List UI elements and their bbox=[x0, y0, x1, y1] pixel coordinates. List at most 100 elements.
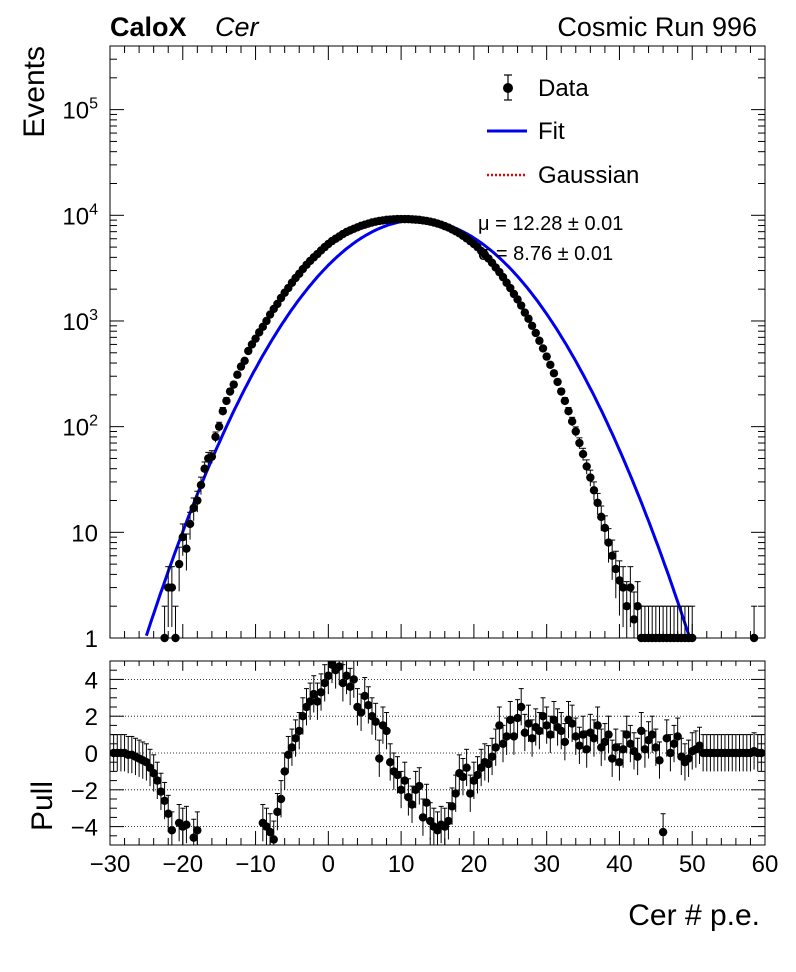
data-point bbox=[622, 581, 631, 638]
channel-label: Cer bbox=[215, 12, 260, 42]
data-marker bbox=[211, 432, 220, 442]
data-point bbox=[262, 316, 271, 326]
pull-marker bbox=[349, 675, 359, 684]
main-x-ticks bbox=[124, 46, 751, 638]
main-y-tick-label: 1 bbox=[85, 626, 98, 653]
pull-point bbox=[385, 743, 395, 781]
pull-y-tick-label: 2 bbox=[85, 704, 98, 731]
pull-marker bbox=[291, 734, 300, 743]
data-point bbox=[160, 605, 169, 643]
pull-marker bbox=[655, 756, 664, 765]
data-marker bbox=[160, 633, 169, 643]
legend: Data Fit Gaussian bbox=[487, 74, 639, 189]
x-tick-label: 0 bbox=[322, 851, 335, 878]
pull-marker bbox=[651, 743, 661, 752]
pull-point bbox=[658, 813, 668, 845]
data-marker bbox=[597, 512, 606, 522]
data-point bbox=[520, 308, 530, 317]
pull-marker bbox=[658, 827, 668, 837]
legend-fit-label: Fit bbox=[538, 118, 565, 145]
pull-point bbox=[360, 677, 369, 715]
pull-marker bbox=[647, 730, 657, 739]
pull-marker bbox=[622, 730, 631, 739]
pull-marker bbox=[407, 800, 417, 809]
data-point bbox=[629, 591, 639, 638]
pull-point bbox=[633, 737, 642, 776]
pull-y-tick-labels: −4 −2 0 2 4 bbox=[71, 667, 98, 841]
pull-marker bbox=[484, 759, 493, 769]
pull-marker bbox=[575, 741, 584, 750]
data-marker bbox=[167, 583, 177, 592]
pull-point bbox=[345, 667, 355, 706]
x-tick-labels: −30 −20 −10 0 10 20 30 40 50 60 bbox=[90, 851, 779, 878]
pull-marker bbox=[335, 662, 344, 671]
data-marker bbox=[171, 633, 180, 643]
pull-marker bbox=[295, 726, 304, 736]
pull-marker bbox=[149, 769, 158, 778]
main-y-tick-label: 105 bbox=[62, 96, 98, 125]
data-point bbox=[222, 396, 231, 406]
pull-point bbox=[375, 739, 384, 777]
data-marker bbox=[542, 352, 551, 361]
data-point bbox=[560, 396, 570, 406]
data-marker bbox=[207, 452, 217, 461]
data-point bbox=[531, 328, 540, 338]
data-point bbox=[567, 416, 577, 427]
data-point bbox=[516, 301, 526, 310]
pull-point bbox=[382, 712, 391, 750]
data-marker bbox=[193, 496, 202, 505]
data-marker bbox=[611, 564, 621, 574]
data-marker bbox=[626, 583, 635, 592]
y-tick-base: 10 bbox=[62, 415, 89, 442]
fit-layer bbox=[144, 218, 691, 637]
pull-point bbox=[291, 719, 300, 757]
pull-marker bbox=[316, 688, 326, 697]
pull-marker bbox=[287, 743, 297, 752]
data-points bbox=[160, 214, 759, 643]
pull-marker bbox=[473, 770, 482, 780]
pull-point bbox=[415, 767, 424, 805]
pull-marker bbox=[662, 734, 671, 743]
y-tick-base: 10 bbox=[62, 203, 89, 230]
pull-point bbox=[484, 745, 493, 783]
data-point bbox=[214, 421, 224, 432]
data-marker bbox=[200, 464, 209, 473]
pull-marker bbox=[669, 739, 679, 748]
data-marker bbox=[560, 396, 570, 406]
main-y-tick-label: 10 bbox=[71, 520, 98, 547]
data-marker bbox=[225, 387, 235, 396]
data-point bbox=[611, 550, 621, 599]
x-tick-label: 30 bbox=[533, 851, 560, 878]
main-plot-frame bbox=[109, 45, 766, 639]
data-point bbox=[240, 356, 249, 365]
pull-point bbox=[757, 734, 766, 772]
data-point bbox=[193, 490, 202, 513]
pull-point bbox=[524, 704, 533, 742]
pull-point bbox=[538, 697, 548, 735]
pull-marker bbox=[498, 739, 508, 748]
pull-point bbox=[655, 741, 664, 779]
data-point bbox=[578, 447, 588, 461]
data-marker bbox=[185, 519, 195, 529]
pull-axis-label: Pull bbox=[26, 781, 59, 831]
data-marker bbox=[618, 583, 628, 592]
pull-point bbox=[582, 730, 591, 768]
pull-marker bbox=[342, 671, 351, 680]
pull-marker bbox=[684, 754, 693, 763]
data-point bbox=[182, 533, 191, 571]
pull-point bbox=[156, 772, 166, 811]
data-point bbox=[633, 581, 642, 638]
pull-marker bbox=[360, 691, 369, 701]
data-point bbox=[513, 295, 522, 304]
legend-item-data: Data bbox=[503, 74, 589, 102]
pull-marker bbox=[382, 726, 391, 736]
pull-point bbox=[418, 798, 428, 836]
data-marker bbox=[218, 407, 228, 416]
main-y-tick-label: 104 bbox=[62, 201, 98, 230]
data-point bbox=[546, 360, 555, 369]
main-y-tick-label: 102 bbox=[62, 413, 98, 442]
data-marker bbox=[615, 576, 624, 585]
data-point bbox=[211, 431, 220, 443]
pull-marker bbox=[527, 734, 537, 743]
